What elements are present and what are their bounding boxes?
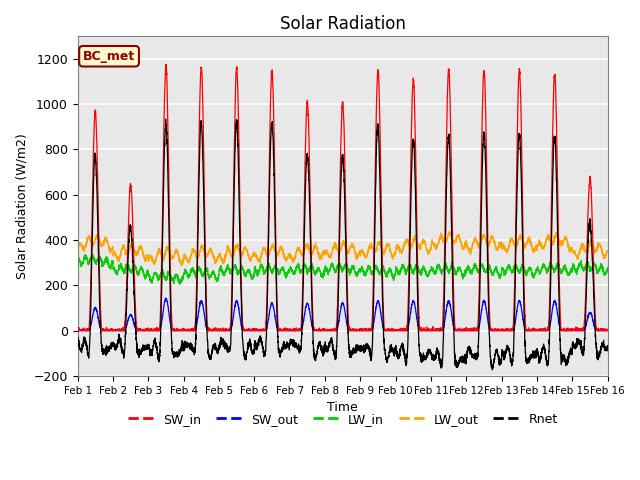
X-axis label: Time: Time (327, 401, 358, 414)
Legend: SW_in, SW_out, LW_in, LW_out, Rnet: SW_in, SW_out, LW_in, LW_out, Rnet (123, 408, 563, 431)
Title: Solar Radiation: Solar Radiation (280, 15, 406, 33)
Text: BC_met: BC_met (83, 50, 135, 63)
Y-axis label: Solar Radiation (W/m2): Solar Radiation (W/m2) (15, 133, 28, 279)
